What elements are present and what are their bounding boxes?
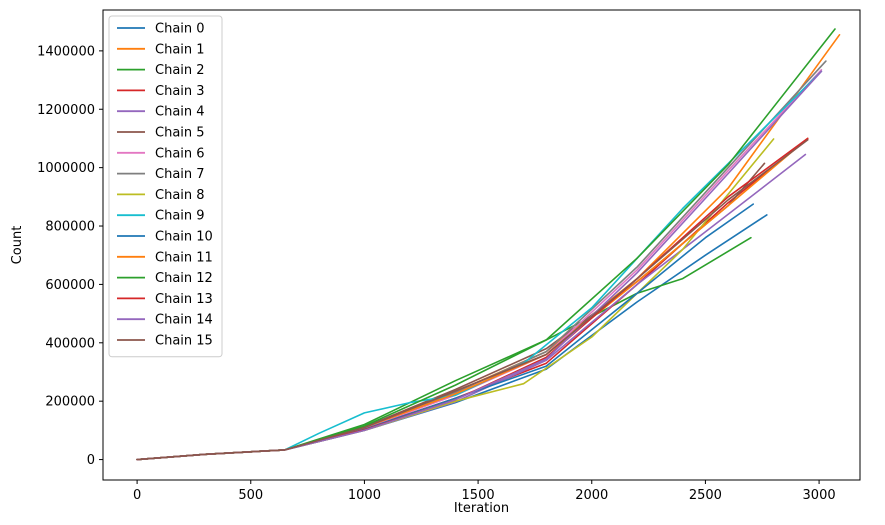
legend-label: Chain 3 bbox=[155, 84, 205, 99]
x-tick-label: 0 bbox=[133, 488, 141, 503]
y-tick-label: 400000 bbox=[45, 336, 95, 351]
legend-label: Chain 10 bbox=[155, 230, 213, 245]
series-line-chain-15 bbox=[136, 139, 809, 461]
y-tick-label: 1200000 bbox=[37, 103, 95, 118]
x-tick-label: 3000 bbox=[803, 488, 836, 503]
legend-label: Chain 0 bbox=[155, 22, 205, 37]
legend-label: Chain 5 bbox=[155, 126, 205, 141]
legend-label: Chain 12 bbox=[155, 271, 213, 286]
y-axis: 0 200000 400000 600000 800000 1000000 1200000 1… bbox=[37, 44, 103, 468]
y-tick-label: 1000000 bbox=[37, 161, 95, 176]
legend-label: Chain 1 bbox=[155, 42, 205, 57]
x-tick-label: 500 bbox=[238, 488, 263, 503]
legend-label: Chain 9 bbox=[155, 209, 205, 224]
legend-label: Chain 15 bbox=[155, 334, 213, 349]
legend-label: Chain 8 bbox=[155, 188, 205, 203]
legend-label: Chain 4 bbox=[155, 105, 205, 120]
x-axis: 0 500 1000 1500 2000 2500 3000 bbox=[133, 480, 836, 503]
y-tick-label: 0 bbox=[87, 453, 95, 468]
x-tick-label: 1500 bbox=[462, 488, 495, 503]
legend-label: Chain 11 bbox=[155, 250, 213, 265]
legend-label: Chain 14 bbox=[155, 313, 213, 328]
y-axis-label: Count bbox=[10, 226, 25, 265]
legend-label: Chain 7 bbox=[155, 167, 205, 182]
y-tick-label: 1400000 bbox=[37, 44, 95, 59]
legend: Chain 0 Chain 1 Chain 2 Chain 3 Chain 4 Chain… bbox=[108, 15, 223, 358]
x-tick-label: 2500 bbox=[689, 488, 722, 503]
x-tick-label: 1000 bbox=[348, 488, 381, 503]
y-tick-label: 200000 bbox=[45, 395, 95, 410]
y-tick-label: 600000 bbox=[45, 278, 95, 293]
y-tick-label: 800000 bbox=[45, 220, 95, 235]
legend-label: Chain 2 bbox=[155, 63, 205, 78]
x-tick-label: 2000 bbox=[575, 488, 608, 503]
axes-frame bbox=[102, 9, 861, 481]
series-layer bbox=[136, 28, 841, 461]
legend-label: Chain 13 bbox=[155, 292, 213, 307]
x-axis-label: Iteration bbox=[454, 501, 509, 516]
legend-box bbox=[108, 15, 223, 358]
legend-label: Chain 6 bbox=[155, 146, 205, 161]
